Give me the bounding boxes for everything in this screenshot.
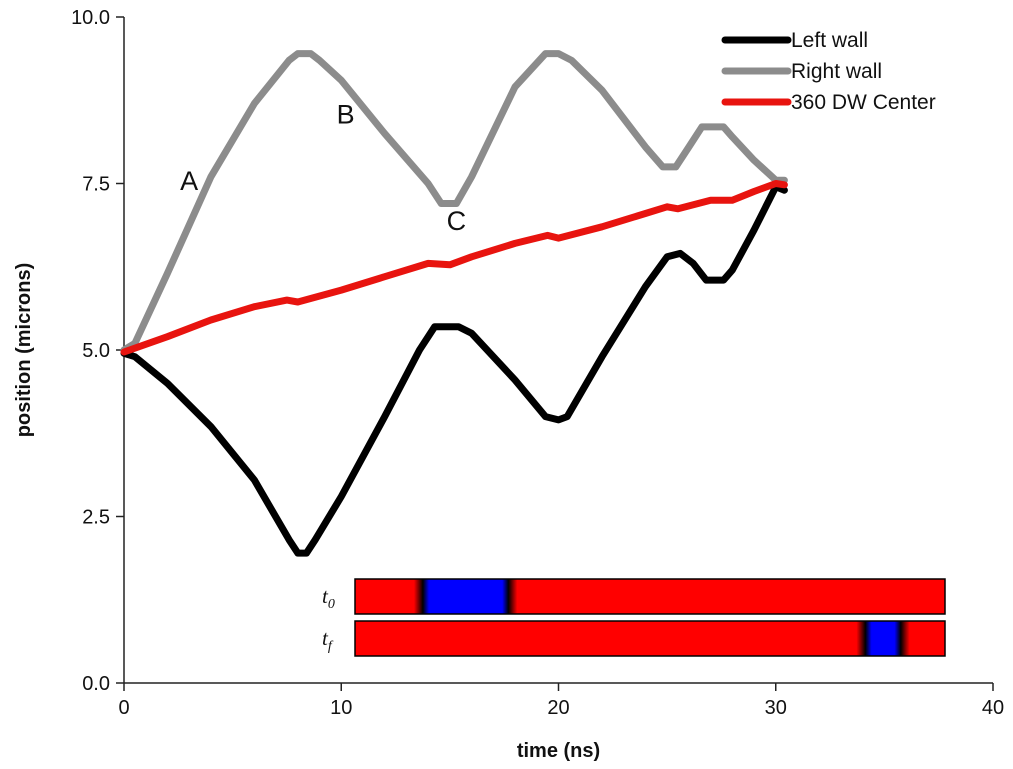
series-line-1 [120,50,788,354]
annotation-label: C [447,206,467,236]
series-line-0 [120,183,788,557]
legend-entry: Right wall [791,60,882,83]
annotation-label: B [337,100,355,130]
legend-entry: Left wall [791,29,868,52]
axes: 0 10 20 30 40 0.0 2.5 5.0 7.5 10.0 [71,7,1004,719]
y-tick-label: 2.5 [82,507,110,529]
y-tick-label: 5.0 [82,340,110,362]
snapshot-label-subscript: f [328,639,334,654]
x-axis-title: time (ns) [517,740,600,762]
snapshot-label-subscript: 0 [328,597,335,612]
snapshot-strip-1 [354,620,946,657]
annotations: A B C [180,100,466,237]
snapshot-label: t0 [322,584,335,612]
series-line-2 [120,180,788,356]
series-group [120,50,788,557]
legend: Left wall Right wall 360 DW Center [721,29,936,114]
y-tick-label: 0.0 [82,673,110,695]
snapshot-label: tf [322,626,334,654]
annotation-label: A [180,166,198,196]
x-tick-label: 40 [982,697,1004,719]
inset-snapshots: t0 tf [322,578,946,657]
x-tick-label: 30 [765,697,787,719]
y-tick-label: 10.0 [71,7,110,29]
y-tick-label: 7.5 [82,174,110,196]
x-tick-label: 20 [547,697,569,719]
legend-entry: 360 DW Center [791,91,936,114]
y-axis-title: position (microns) [13,263,35,437]
x-tick-label: 10 [330,697,352,719]
x-tick-label: 0 [118,697,129,719]
snapshot-strip-0 [354,578,946,615]
